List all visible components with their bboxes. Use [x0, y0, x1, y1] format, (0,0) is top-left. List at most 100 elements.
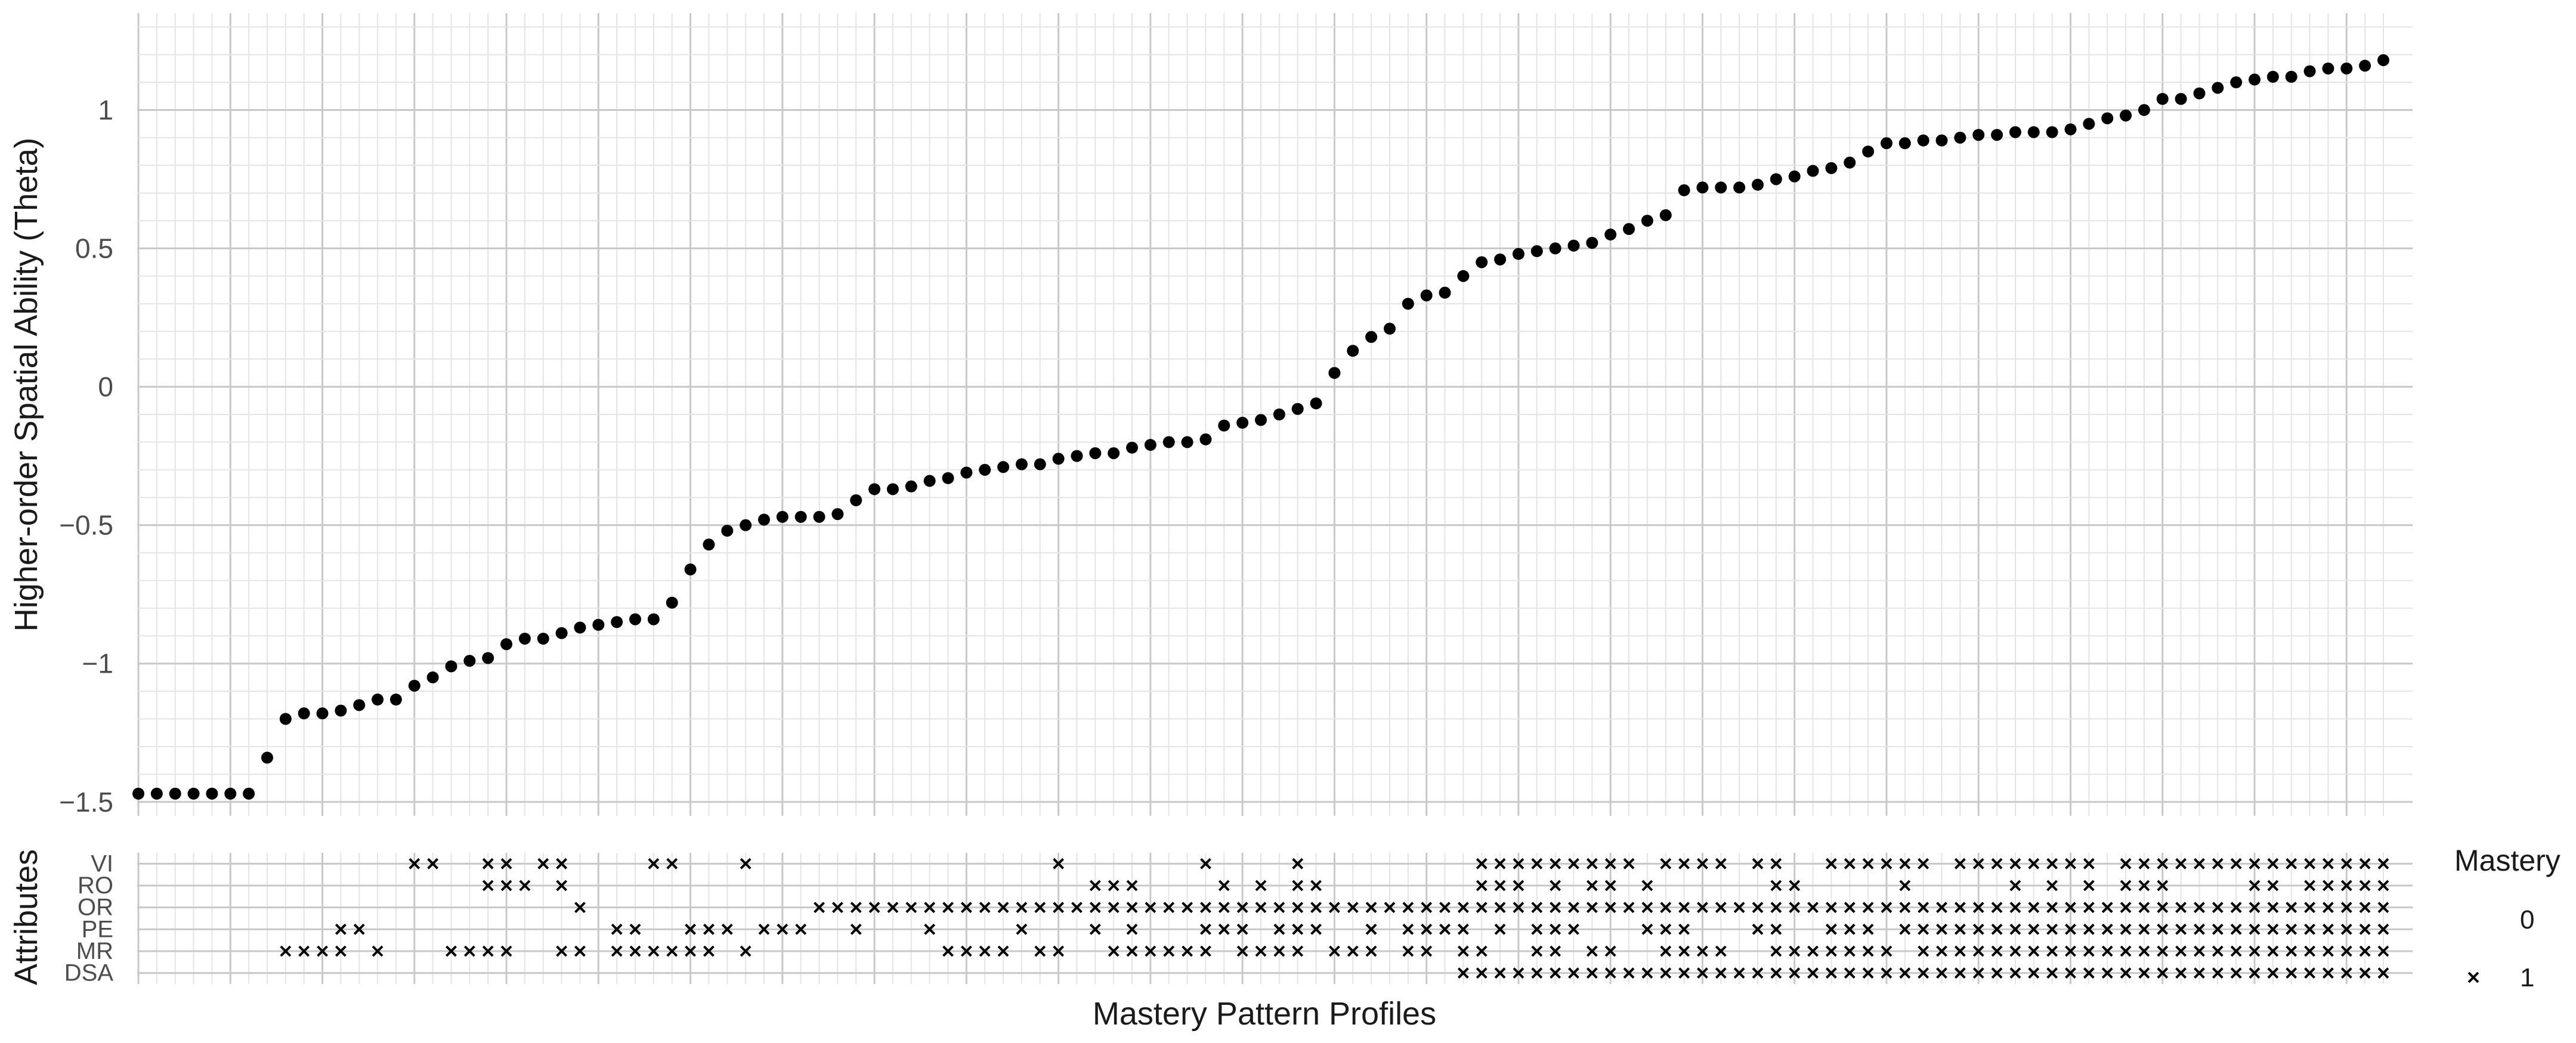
legend-key-x-icon — [2467, 971, 2479, 983]
mastery-x-mark — [2212, 967, 2224, 979]
data-point — [2377, 54, 2389, 66]
mastery-x-mark — [1053, 858, 1065, 869]
mastery-x-mark — [1476, 967, 1488, 979]
data-point — [555, 627, 568, 639]
data-point — [1052, 453, 1065, 465]
mastery-x-mark — [2323, 945, 2334, 957]
mastery-x-mark — [2286, 902, 2297, 914]
data-point — [1604, 228, 1617, 241]
mastery-x-mark — [1550, 967, 1561, 979]
mastery-x-mark — [1752, 923, 1764, 935]
legend-label-0: 0 — [2520, 905, 2534, 934]
mastery-x-mark — [1770, 902, 1782, 914]
mastery-x-mark — [1586, 880, 1598, 892]
data-point — [1917, 134, 1929, 147]
data-point — [1420, 289, 1433, 302]
mastery-x-mark — [1991, 945, 2003, 957]
data-point — [1328, 367, 1341, 379]
mastery-x-mark — [1604, 880, 1616, 892]
mastery-x-mark — [1310, 902, 1322, 914]
mastery-x-mark — [2157, 945, 2169, 957]
mastery-x-mark — [1016, 902, 1028, 914]
mastery-x-mark — [629, 923, 641, 935]
mastery-x-mark — [1108, 880, 1120, 892]
mastery-x-mark — [960, 902, 972, 914]
mastery-x-mark — [1292, 902, 1304, 914]
mastery-x-mark — [2138, 902, 2150, 914]
mastery-x-mark — [2083, 923, 2095, 935]
data-point — [298, 707, 310, 720]
mastery-x-mark — [2065, 858, 2076, 869]
mastery-x-mark — [721, 923, 733, 935]
mastery-x-mark — [2212, 923, 2224, 935]
data-point — [2249, 73, 2261, 86]
mastery-x-mark — [1200, 945, 1211, 957]
mastery-x-mark — [2175, 858, 2187, 869]
mastery-x-mark — [2009, 902, 2021, 914]
data-point — [831, 508, 844, 521]
mastery-x-mark — [1770, 880, 1782, 892]
mastery-x-mark — [1826, 902, 1837, 914]
mastery-x-mark — [1881, 902, 1892, 914]
mastery-x-mark — [482, 945, 494, 957]
scatter-grid — [137, 13, 2413, 816]
mastery-x-mark — [1421, 945, 1433, 957]
data-point — [1439, 286, 1451, 299]
mastery-x-mark — [1733, 902, 1745, 914]
mastery-x-mark — [2359, 880, 2371, 892]
data-point — [794, 510, 807, 523]
data-point — [335, 704, 347, 717]
mastery-x-mark — [2359, 923, 2371, 935]
mastery-x-mark — [2359, 902, 2371, 914]
data-point — [776, 510, 788, 523]
y-tick-label: −1 — [82, 648, 113, 679]
data-point — [1862, 146, 1875, 158]
mastery-x-mark — [1733, 967, 1745, 979]
data-point — [1715, 181, 1727, 194]
mastery-x-mark — [298, 945, 310, 957]
mastery-x-mark — [1807, 967, 1819, 979]
mastery-x-mark — [1899, 858, 1911, 869]
mastery-x-mark — [1218, 880, 1230, 892]
mastery-x-mark — [2157, 923, 2169, 935]
mastery-x-mark — [2065, 923, 2076, 935]
mastery-x-mark — [1918, 902, 1929, 914]
mastery-x-mark — [2175, 902, 2187, 914]
mastery-x-mark — [1200, 902, 1211, 914]
mastery-x-mark — [2138, 945, 2150, 957]
mastery-x-mark — [1678, 967, 1690, 979]
mastery-x-mark — [1531, 967, 1543, 979]
y-tick-label: 0 — [98, 372, 113, 403]
mastery-x-mark — [1328, 945, 1340, 957]
mastery-x-mark — [1457, 945, 1469, 957]
mastery-x-mark — [1918, 967, 1929, 979]
data-point — [1457, 270, 1470, 282]
mastery-x-mark — [1292, 945, 1304, 957]
mastery-x-mark — [942, 945, 954, 957]
mastery-x-mark — [2267, 945, 2279, 957]
data-point — [923, 475, 936, 487]
mastery-x-mark — [1255, 902, 1267, 914]
mastery-x-mark — [1972, 923, 1984, 935]
mastery-x-mark — [1273, 923, 1285, 935]
data-point — [2303, 65, 2316, 78]
mastery-x-mark — [2194, 902, 2205, 914]
mastery-x-mark — [2230, 945, 2242, 957]
mastery-x-mark — [1623, 967, 1635, 979]
mastery-x-mark — [1715, 967, 1727, 979]
mastery-x-mark — [1752, 967, 1764, 979]
scatter-points — [132, 54, 2389, 800]
mastery-x-mark — [1972, 902, 1984, 914]
mastery-x-mark — [2065, 945, 2076, 957]
mastery-x-mark — [703, 945, 715, 957]
mastery-x-mark — [1991, 967, 2003, 979]
mastery-x-mark — [2340, 923, 2352, 935]
data-point — [1273, 408, 1285, 420]
mastery-x-mark — [1604, 945, 1616, 957]
mastery-x-mark — [2083, 967, 2095, 979]
mastery-x-mark — [1145, 945, 1156, 957]
mastery-x-mark — [2323, 902, 2334, 914]
data-point — [353, 699, 366, 711]
data-point — [684, 563, 697, 575]
